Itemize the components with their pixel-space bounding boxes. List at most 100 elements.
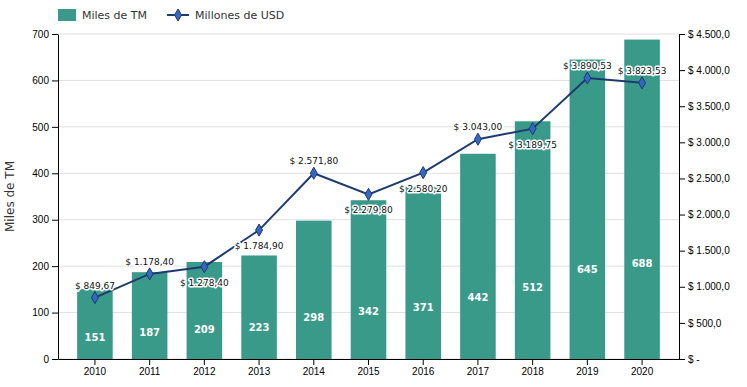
tick-label: 2018 (522, 366, 545, 377)
x-axis: 2010201120122013201420152016201720182019… (59, 359, 680, 377)
bar-series (77, 40, 660, 359)
tick-mark (679, 34, 685, 35)
tick: 2014 (303, 359, 326, 377)
tick-mark (679, 70, 685, 71)
marker (310, 167, 317, 179)
axis-line (58, 35, 59, 360)
tick-mark (52, 313, 58, 314)
axis-line (679, 35, 680, 360)
plot: 0100200300400500600700$ -$ 500,0$ 1.000,… (3, 29, 730, 377)
tick-mark (149, 359, 150, 365)
tick: $ - (679, 354, 700, 365)
bar (460, 154, 496, 359)
bar (296, 221, 332, 359)
tick-mark (423, 359, 424, 365)
tick-label: $ 2.000,0 (688, 209, 730, 220)
tick-label: 0 (43, 354, 49, 365)
tick-mark (52, 266, 58, 267)
grid-line (58, 34, 679, 35)
tick-label: 2012 (193, 366, 216, 377)
bar-label: 209 (194, 324, 215, 335)
tick: $ 4.000,0 (679, 65, 730, 76)
tick-mark (52, 34, 58, 35)
tick-mark (204, 359, 205, 365)
tick-mark (477, 359, 478, 365)
tick-label: $ 500,0 (688, 318, 722, 329)
tick-label: $ 4.500,0 (688, 29, 730, 40)
tick-mark (52, 359, 58, 360)
tick: 0 (43, 354, 58, 365)
tick-mark (679, 251, 685, 252)
tick-label: 2019 (576, 366, 599, 377)
bar-label: 645 (577, 264, 598, 275)
tick-label: $ 1.000,0 (688, 281, 730, 292)
line-label: $ 2.279,80 (344, 205, 393, 215)
tick-label: $ 4.000,0 (688, 65, 730, 76)
bar-label: 298 (303, 312, 324, 323)
line-label: $ 2.571,80 (289, 156, 338, 166)
legend-label: Millones de USD (195, 9, 284, 22)
marks (77, 40, 660, 359)
tick: 2013 (248, 359, 271, 377)
marker (584, 72, 591, 84)
tick: 2011 (139, 359, 161, 377)
tick: $ 500,0 (679, 318, 722, 329)
data-labels: 151187209223298342371442512645688$ 849,6… (75, 61, 667, 343)
tick-mark (94, 359, 95, 365)
tick-label: 100 (32, 307, 49, 318)
bar (132, 272, 168, 359)
line-label: $ 3.823,53 (618, 66, 667, 76)
tick-mark (679, 142, 685, 143)
tick-label: 300 (32, 214, 49, 225)
line (95, 78, 642, 298)
marker (91, 292, 98, 304)
tick-mark (679, 215, 685, 216)
line-label: $ 1.178,40 (125, 257, 174, 267)
tick-label: 200 (32, 261, 49, 272)
tick: 400 (32, 168, 58, 179)
tick: 2016 (412, 359, 435, 377)
tick-label: $ 2.500,0 (688, 173, 730, 184)
tick: $ 1.500,0 (679, 245, 730, 256)
chart: 0100200300400500600700$ -$ 500,0$ 1.000,… (0, 0, 747, 387)
legend-swatch (58, 9, 76, 21)
legend: Miles de TM Millones de USD (58, 9, 284, 22)
tick-label: $ - (688, 354, 700, 365)
bar (241, 255, 277, 359)
marker (365, 188, 372, 200)
y-axis: 0100200300400500600700 (32, 29, 58, 365)
tick: $ 3.000,0 (679, 137, 730, 148)
marker (420, 167, 427, 179)
tick: $ 4.500,0 (679, 29, 730, 40)
tick: 2012 (193, 359, 216, 377)
marker (529, 123, 536, 135)
tick-label: $ 1.500,0 (688, 245, 730, 256)
tick-mark (587, 359, 588, 365)
marker (639, 77, 646, 89)
tick-mark (52, 173, 58, 174)
tick: $ 2.000,0 (679, 209, 730, 220)
bar (515, 121, 551, 359)
tick-label: $ 3.000,0 (688, 137, 730, 148)
legend-label: Miles de TM (82, 9, 147, 22)
tick: 500 (32, 122, 58, 133)
bar (570, 60, 606, 359)
tick-label: 2013 (248, 366, 271, 377)
tick-mark (368, 359, 369, 365)
bar (405, 187, 441, 359)
tick-mark (313, 359, 314, 365)
tick-mark (679, 359, 685, 360)
tick: $ 3.500,0 (679, 101, 730, 112)
tick-label: 400 (32, 168, 49, 179)
tick: 2019 (576, 359, 599, 377)
tick: 2020 (631, 359, 654, 377)
tick-mark (642, 359, 643, 365)
tick-mark (679, 287, 685, 288)
marker (201, 261, 208, 273)
bar-label: 688 (632, 258, 653, 269)
line-label: $ 1.784,90 (235, 241, 284, 251)
bar-label: 512 (522, 282, 543, 293)
tick-label: 2020 (631, 366, 654, 377)
tick: 300 (32, 214, 58, 225)
marker (146, 268, 153, 280)
